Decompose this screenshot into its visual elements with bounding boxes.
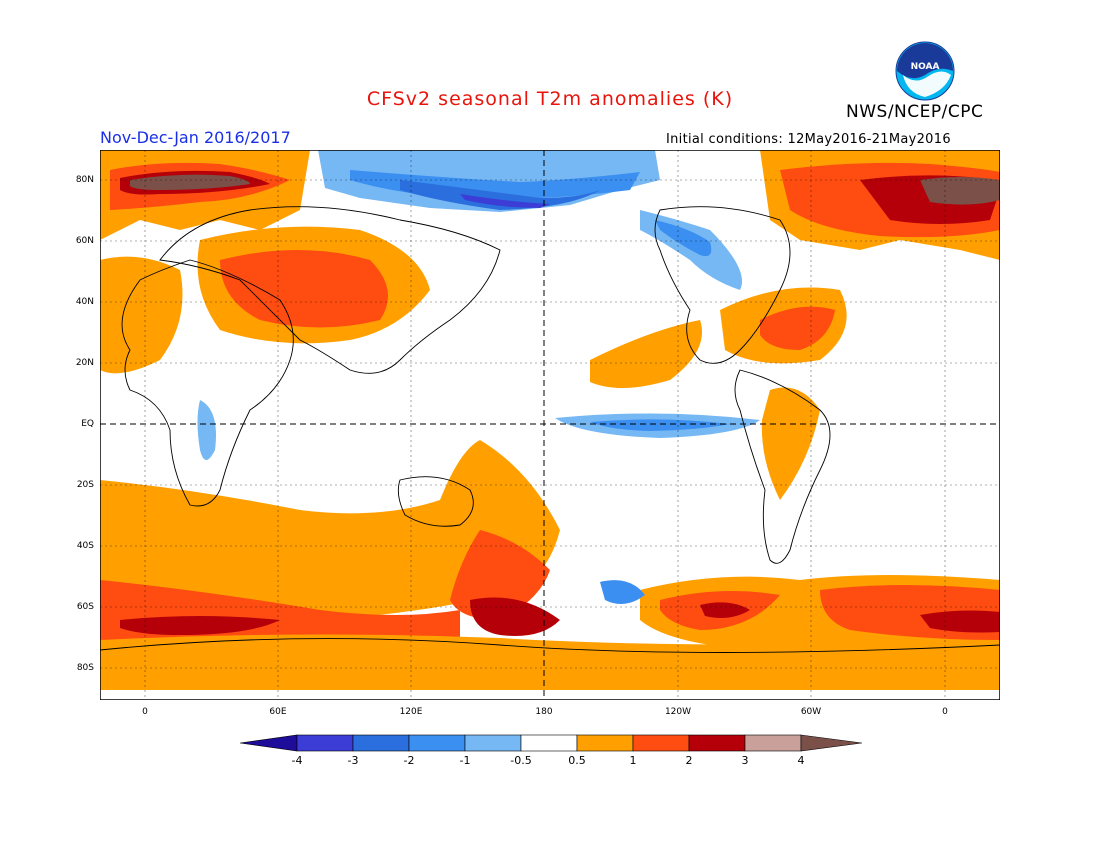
lat-label-20s: 20S [76, 480, 94, 490]
lon-label-60w: 60W [800, 707, 822, 717]
lat-label-20n: 20N [75, 358, 94, 368]
cbar-segment-0 [240, 734, 298, 752]
lon-label-180: 180 [535, 707, 553, 717]
cbar-segment-1 [296, 734, 354, 752]
color-bar [240, 734, 862, 752]
lon-label-0-east: 0 [942, 707, 948, 717]
lon-label-60e: 60E [269, 707, 287, 717]
noaa-logo: NOAA [895, 41, 955, 101]
plot-title: CFSv2 seasonal T2m anomalies (K) [366, 88, 734, 110]
coastlines [100, 206, 1000, 653]
cbar-label-minus3: -3 [347, 754, 359, 767]
logo-text: NOAA [911, 62, 940, 72]
lat-label-60s: 60S [76, 602, 94, 612]
cbar-segment-5 [520, 734, 578, 752]
lat-label-eq: EQ [81, 419, 94, 429]
cbar-segment-9 [744, 734, 802, 752]
cbar-label-4: 4 [797, 754, 805, 767]
cbar-segment-10 [800, 734, 862, 752]
cold-anomalies-tropics [197, 400, 760, 604]
cbar-segment-6 [576, 734, 634, 752]
cbar-segment-2 [352, 734, 410, 752]
lon-label-120w: 120W [664, 707, 692, 717]
agency-label: NWS/NCEP/CPC [846, 102, 984, 122]
lon-label-120e: 120E [399, 707, 423, 717]
cbar-label-minus0-5: -0.5 [510, 754, 532, 767]
cbar-segment-4 [464, 734, 522, 752]
warm-anomalies [100, 150, 1000, 690]
cbar-segment-3 [408, 734, 466, 752]
cbar-label-minus2: -2 [403, 754, 415, 767]
gridlines [100, 150, 1000, 700]
cbar-label-0-5: 0.5 [568, 754, 586, 767]
cbar-label-2: 2 [685, 754, 693, 767]
cbar-segment-8 [688, 734, 746, 752]
lat-label-40n: 40N [75, 297, 94, 307]
lat-label-40s: 40S [76, 541, 94, 551]
initial-conditions: Initial conditions: 12May2016-21May2016 [666, 132, 951, 147]
cbar-label-1: 1 [629, 754, 637, 767]
lat-label-80n: 80N [75, 175, 94, 185]
arctic-cold-band [318, 150, 742, 290]
cbar-label-minus4: -4 [291, 754, 303, 767]
cbar-label-minus1: -1 [459, 754, 471, 767]
lat-label-60n: 60N [75, 236, 94, 246]
lat-label-80s: 80S [76, 663, 94, 673]
cbar-segment-7 [632, 734, 690, 752]
cbar-label-3: 3 [741, 754, 749, 767]
anomaly-map [100, 150, 1000, 700]
forecast-period: Nov-Dec-Jan 2016/2017 [100, 128, 291, 147]
lon-label-0-west: 0 [142, 707, 148, 717]
